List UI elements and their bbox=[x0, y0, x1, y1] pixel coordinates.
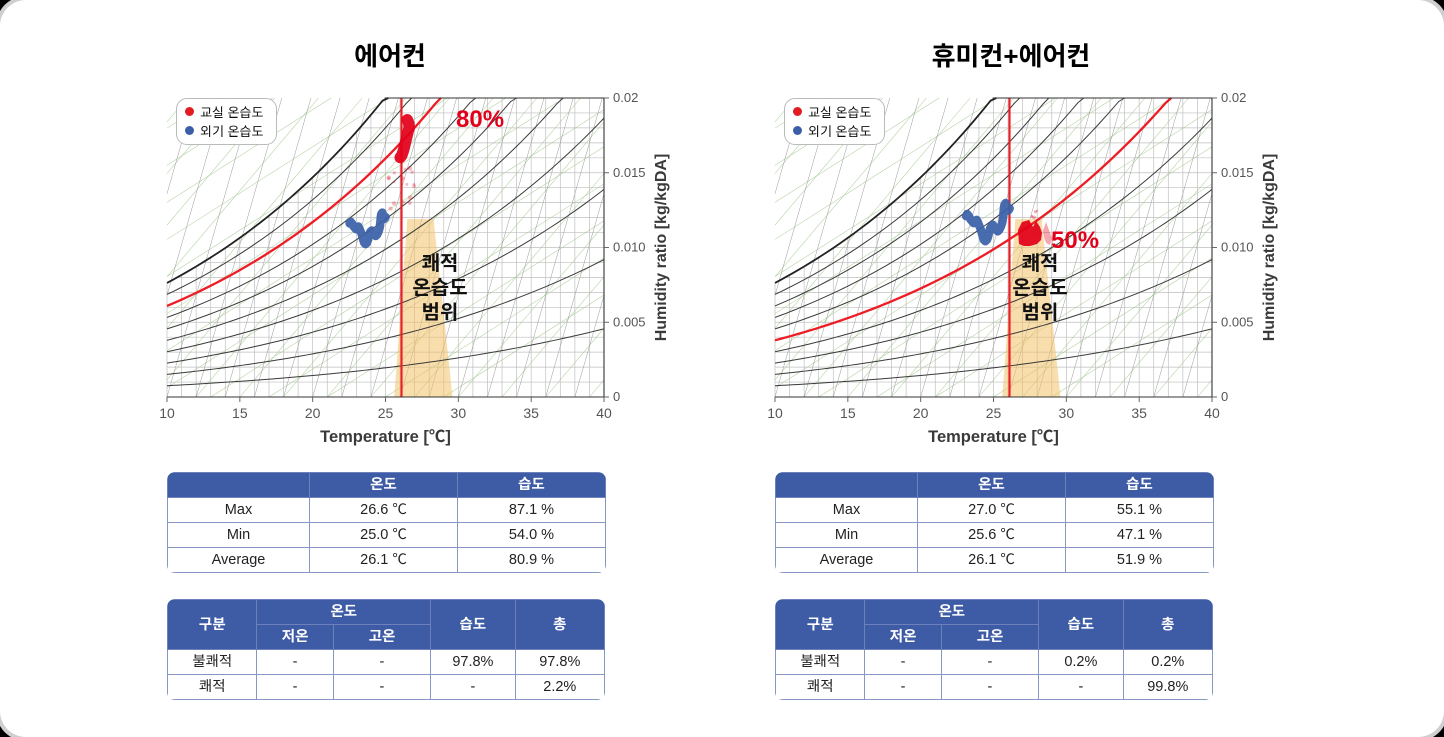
svg-text:쾌적: 쾌적 bbox=[422, 253, 459, 275]
svg-text:Humidity ratio [kg/kgDA]: Humidity ratio [kg/kgDA] bbox=[1261, 154, 1278, 342]
svg-text:10: 10 bbox=[159, 405, 175, 421]
svg-text:온습도: 온습도 bbox=[412, 278, 467, 300]
svg-text:10: 10 bbox=[767, 405, 783, 421]
svg-text:50%: 50% bbox=[1051, 227, 1099, 254]
svg-text:15: 15 bbox=[232, 405, 248, 421]
svg-text:15: 15 bbox=[840, 405, 856, 421]
svg-text:40: 40 bbox=[1204, 405, 1220, 421]
svg-text:0.015: 0.015 bbox=[1221, 165, 1254, 180]
svg-text:20: 20 bbox=[913, 405, 929, 421]
svg-text:0.005: 0.005 bbox=[1221, 314, 1254, 329]
svg-text:온습도: 온습도 bbox=[1012, 278, 1067, 300]
svg-text:35: 35 bbox=[523, 405, 539, 421]
svg-text:0: 0 bbox=[1221, 389, 1228, 404]
svg-text:쾌적: 쾌적 bbox=[1022, 253, 1059, 275]
svg-text:25: 25 bbox=[378, 405, 394, 421]
svg-text:Temperature [℃]: Temperature [℃] bbox=[928, 428, 1059, 446]
svg-text:30: 30 bbox=[1059, 405, 1075, 421]
svg-text:25: 25 bbox=[986, 405, 1002, 421]
svg-text:35: 35 bbox=[1131, 405, 1147, 421]
svg-text:범위: 범위 bbox=[1022, 302, 1059, 324]
svg-text:범위: 범위 bbox=[422, 302, 459, 324]
svg-text:20: 20 bbox=[305, 405, 321, 421]
svg-text:0.010: 0.010 bbox=[1221, 240, 1254, 255]
svg-text:0.02: 0.02 bbox=[1221, 90, 1246, 105]
svg-text:30: 30 bbox=[451, 405, 467, 421]
svg-text:Temperature [℃]: Temperature [℃] bbox=[320, 428, 451, 446]
svg-text:80%: 80% bbox=[456, 106, 504, 133]
